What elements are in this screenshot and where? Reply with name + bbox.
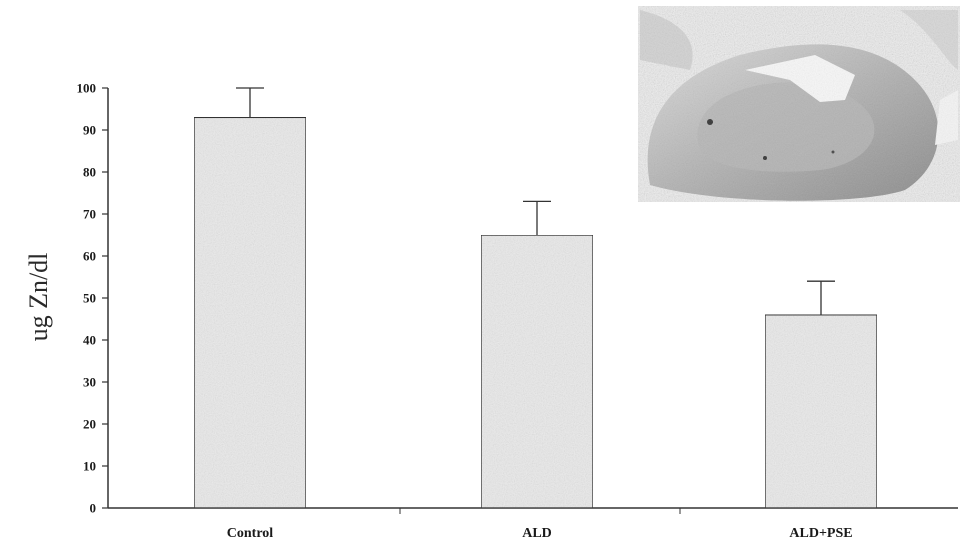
bar xyxy=(193,116,307,509)
y-tick-label: 50 xyxy=(83,291,96,306)
y-tick-label: 0 xyxy=(90,501,97,516)
error-bars-group xyxy=(236,87,835,315)
y-tick-label: 40 xyxy=(83,333,96,348)
y-tick-label: 80 xyxy=(83,165,96,180)
category-label: ALD xyxy=(522,526,552,541)
y-tick-label: 30 xyxy=(83,375,96,390)
category-label: Control xyxy=(227,526,274,541)
bar xyxy=(480,234,594,509)
y-tick-label: 20 xyxy=(83,417,96,432)
y-axis-title: ug Zn/dl xyxy=(24,253,53,342)
y-tick-label: 10 xyxy=(83,459,96,474)
bars-group xyxy=(193,116,878,509)
y-tick-label: 60 xyxy=(83,249,96,264)
y-tick-label: 100 xyxy=(77,81,97,96)
category-labels-group: Control ALD ALD+PSE xyxy=(227,508,853,541)
bar xyxy=(764,314,878,509)
y-ticks-group: 0 10 20 30 40 50 60 70 80 90 100 xyxy=(77,81,108,516)
inset-photo xyxy=(638,6,960,202)
category-label: ALD+PSE xyxy=(789,526,852,541)
y-tick-label: 70 xyxy=(83,207,96,222)
y-tick-label: 90 xyxy=(83,123,96,138)
